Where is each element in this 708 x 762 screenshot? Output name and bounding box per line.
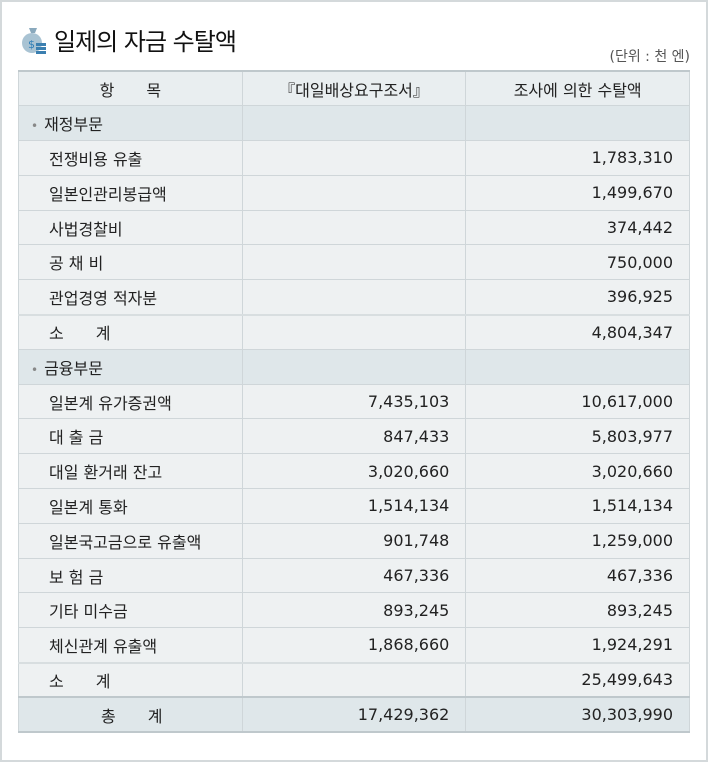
section-name: 금융부문 [44, 358, 103, 378]
row-label: 대 출 금 [18, 418, 243, 455]
table-row: 사법경찰비 374,442 [18, 209, 690, 246]
section-name: 재정부문 [44, 115, 103, 135]
row-label: 보 험 금 [18, 557, 243, 594]
amount-value: 1,259,000 [465, 522, 690, 559]
empty-cell [465, 348, 690, 385]
unit-note: (단위 : 천 엔) [609, 49, 690, 65]
table-row: 대 출 금 847,433 5,803,977 [18, 418, 690, 455]
row-label: 일본계 유가증권액 [18, 383, 243, 420]
amount-value: 4,804,347 [465, 313, 690, 350]
table-row: 기타 미수금 893,245 893,245 [18, 592, 690, 629]
amount-value: 25,499,643 [465, 661, 690, 698]
table-row: 보 험 금 467,336 467,336 [18, 557, 690, 594]
amount-value: 750,000 [465, 244, 690, 281]
row-label: 소 계 [18, 661, 243, 698]
amount-value: 1,924,291 [465, 627, 690, 664]
claim-value: 7,435,103 [241, 383, 467, 420]
section-row: • 금융부문 [18, 348, 690, 385]
row-label: 관업경영 적자분 [18, 279, 243, 316]
title-text: 일제의 자금 수탈액 [54, 28, 237, 56]
bullet-icon: • [31, 362, 39, 377]
money-bag-icon: $ [22, 27, 46, 54]
total-row: 총 계 17,429,362 30,303,990 [18, 696, 690, 734]
row-label: 기타 미수금 [18, 592, 243, 629]
empty-cell [241, 105, 467, 142]
claim-value: 901,748 [241, 522, 467, 559]
row-label: 총 계 [18, 696, 243, 734]
table-row: 일본계 통화 1,514,134 1,514,134 [18, 488, 690, 524]
claim-value [241, 279, 467, 316]
claim-value [241, 244, 467, 281]
table-row: 일본인관리봉급액 1,499,670 [18, 174, 690, 211]
bullet-icon: • [31, 119, 39, 134]
amount-value: 10,617,000 [465, 383, 690, 420]
amount-value: 30,303,990 [465, 696, 690, 734]
claim-value [241, 661, 467, 698]
empty-cell [465, 105, 690, 142]
claim-value: 893,245 [241, 592, 467, 629]
amount-value: 467,336 [465, 557, 690, 594]
amount-value: 374,442 [465, 209, 690, 246]
subtotal-row: 소 계 4,804,347 [18, 313, 690, 350]
table-row: 대일 환거래 잔고 3,020,660 3,020,660 [18, 453, 690, 490]
claim-value: 847,433 [241, 418, 467, 455]
row-label: 사법경찰비 [18, 209, 243, 246]
amount-value: 3,020,660 [465, 453, 690, 490]
row-label: 일본국고금으로 유출액 [18, 522, 243, 559]
empty-cell [241, 348, 467, 385]
claim-value: 17,429,362 [241, 696, 467, 734]
amount-value: 1,783,310 [465, 140, 690, 176]
subtotal-row: 소 계 25,499,643 [18, 661, 690, 698]
amount-value: 396,925 [465, 279, 690, 316]
claim-value [241, 209, 467, 246]
section-row: • 재정부문 [18, 105, 690, 142]
amount-value: 1,514,134 [465, 488, 690, 524]
col-header-claim: 『대일배상요구조서』 [241, 70, 467, 107]
header-row: 항 목 『대일배상요구조서』 조사에 의한 수탈액 [18, 70, 690, 107]
amount-value: 893,245 [465, 592, 690, 629]
row-label: 일본인관리봉급액 [18, 174, 243, 211]
section-label: • 재정부문 [18, 105, 243, 142]
row-label: 전쟁비용 유출 [18, 140, 243, 176]
table-row: 공 채 비 750,000 [18, 244, 690, 281]
claim-value: 3,020,660 [241, 453, 467, 490]
claim-value [241, 174, 467, 211]
row-label: 공 채 비 [18, 244, 243, 281]
row-label: 소 계 [18, 313, 243, 350]
table-row: 일본국고금으로 유출액 901,748 1,259,000 [18, 522, 690, 559]
claim-value: 467,336 [241, 557, 467, 594]
col-header-item: 항 목 [18, 70, 243, 107]
claim-value: 1,868,660 [241, 627, 467, 664]
table-row: 일본계 유가증권액 7,435,103 10,617,000 [18, 383, 690, 420]
section-label: • 금융부문 [18, 348, 243, 385]
col-header-amount: 조사에 의한 수탈액 [465, 70, 690, 107]
amount-value: 5,803,977 [465, 418, 690, 455]
svg-text:$: $ [28, 38, 35, 51]
row-label: 대일 환거래 잔고 [18, 453, 243, 490]
claim-value [241, 313, 467, 350]
table-row: 체신관계 유출액 1,868,660 1,924,291 [18, 627, 690, 664]
row-label: 체신관계 유출액 [18, 627, 243, 664]
table-row: 관업경영 적자분 396,925 [18, 279, 690, 316]
claim-value [241, 140, 467, 176]
table-row: 전쟁비용 유출 1,783,310 [18, 140, 690, 176]
amount-value: 1,499,670 [465, 174, 690, 211]
page-title: $ 일제의 자금 수탈액 [20, 22, 237, 57]
row-label: 일본계 통화 [18, 488, 243, 524]
claim-value: 1,514,134 [241, 488, 467, 524]
